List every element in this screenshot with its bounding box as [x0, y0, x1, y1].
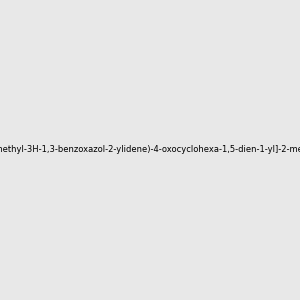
- Text: N-[(3E)-3-(5,7-dimethyl-3H-1,3-benzoxazol-2-ylidene)-4-oxocyclohexa-1,5-dien-1-y: N-[(3E)-3-(5,7-dimethyl-3H-1,3-benzoxazo…: [0, 146, 300, 154]
